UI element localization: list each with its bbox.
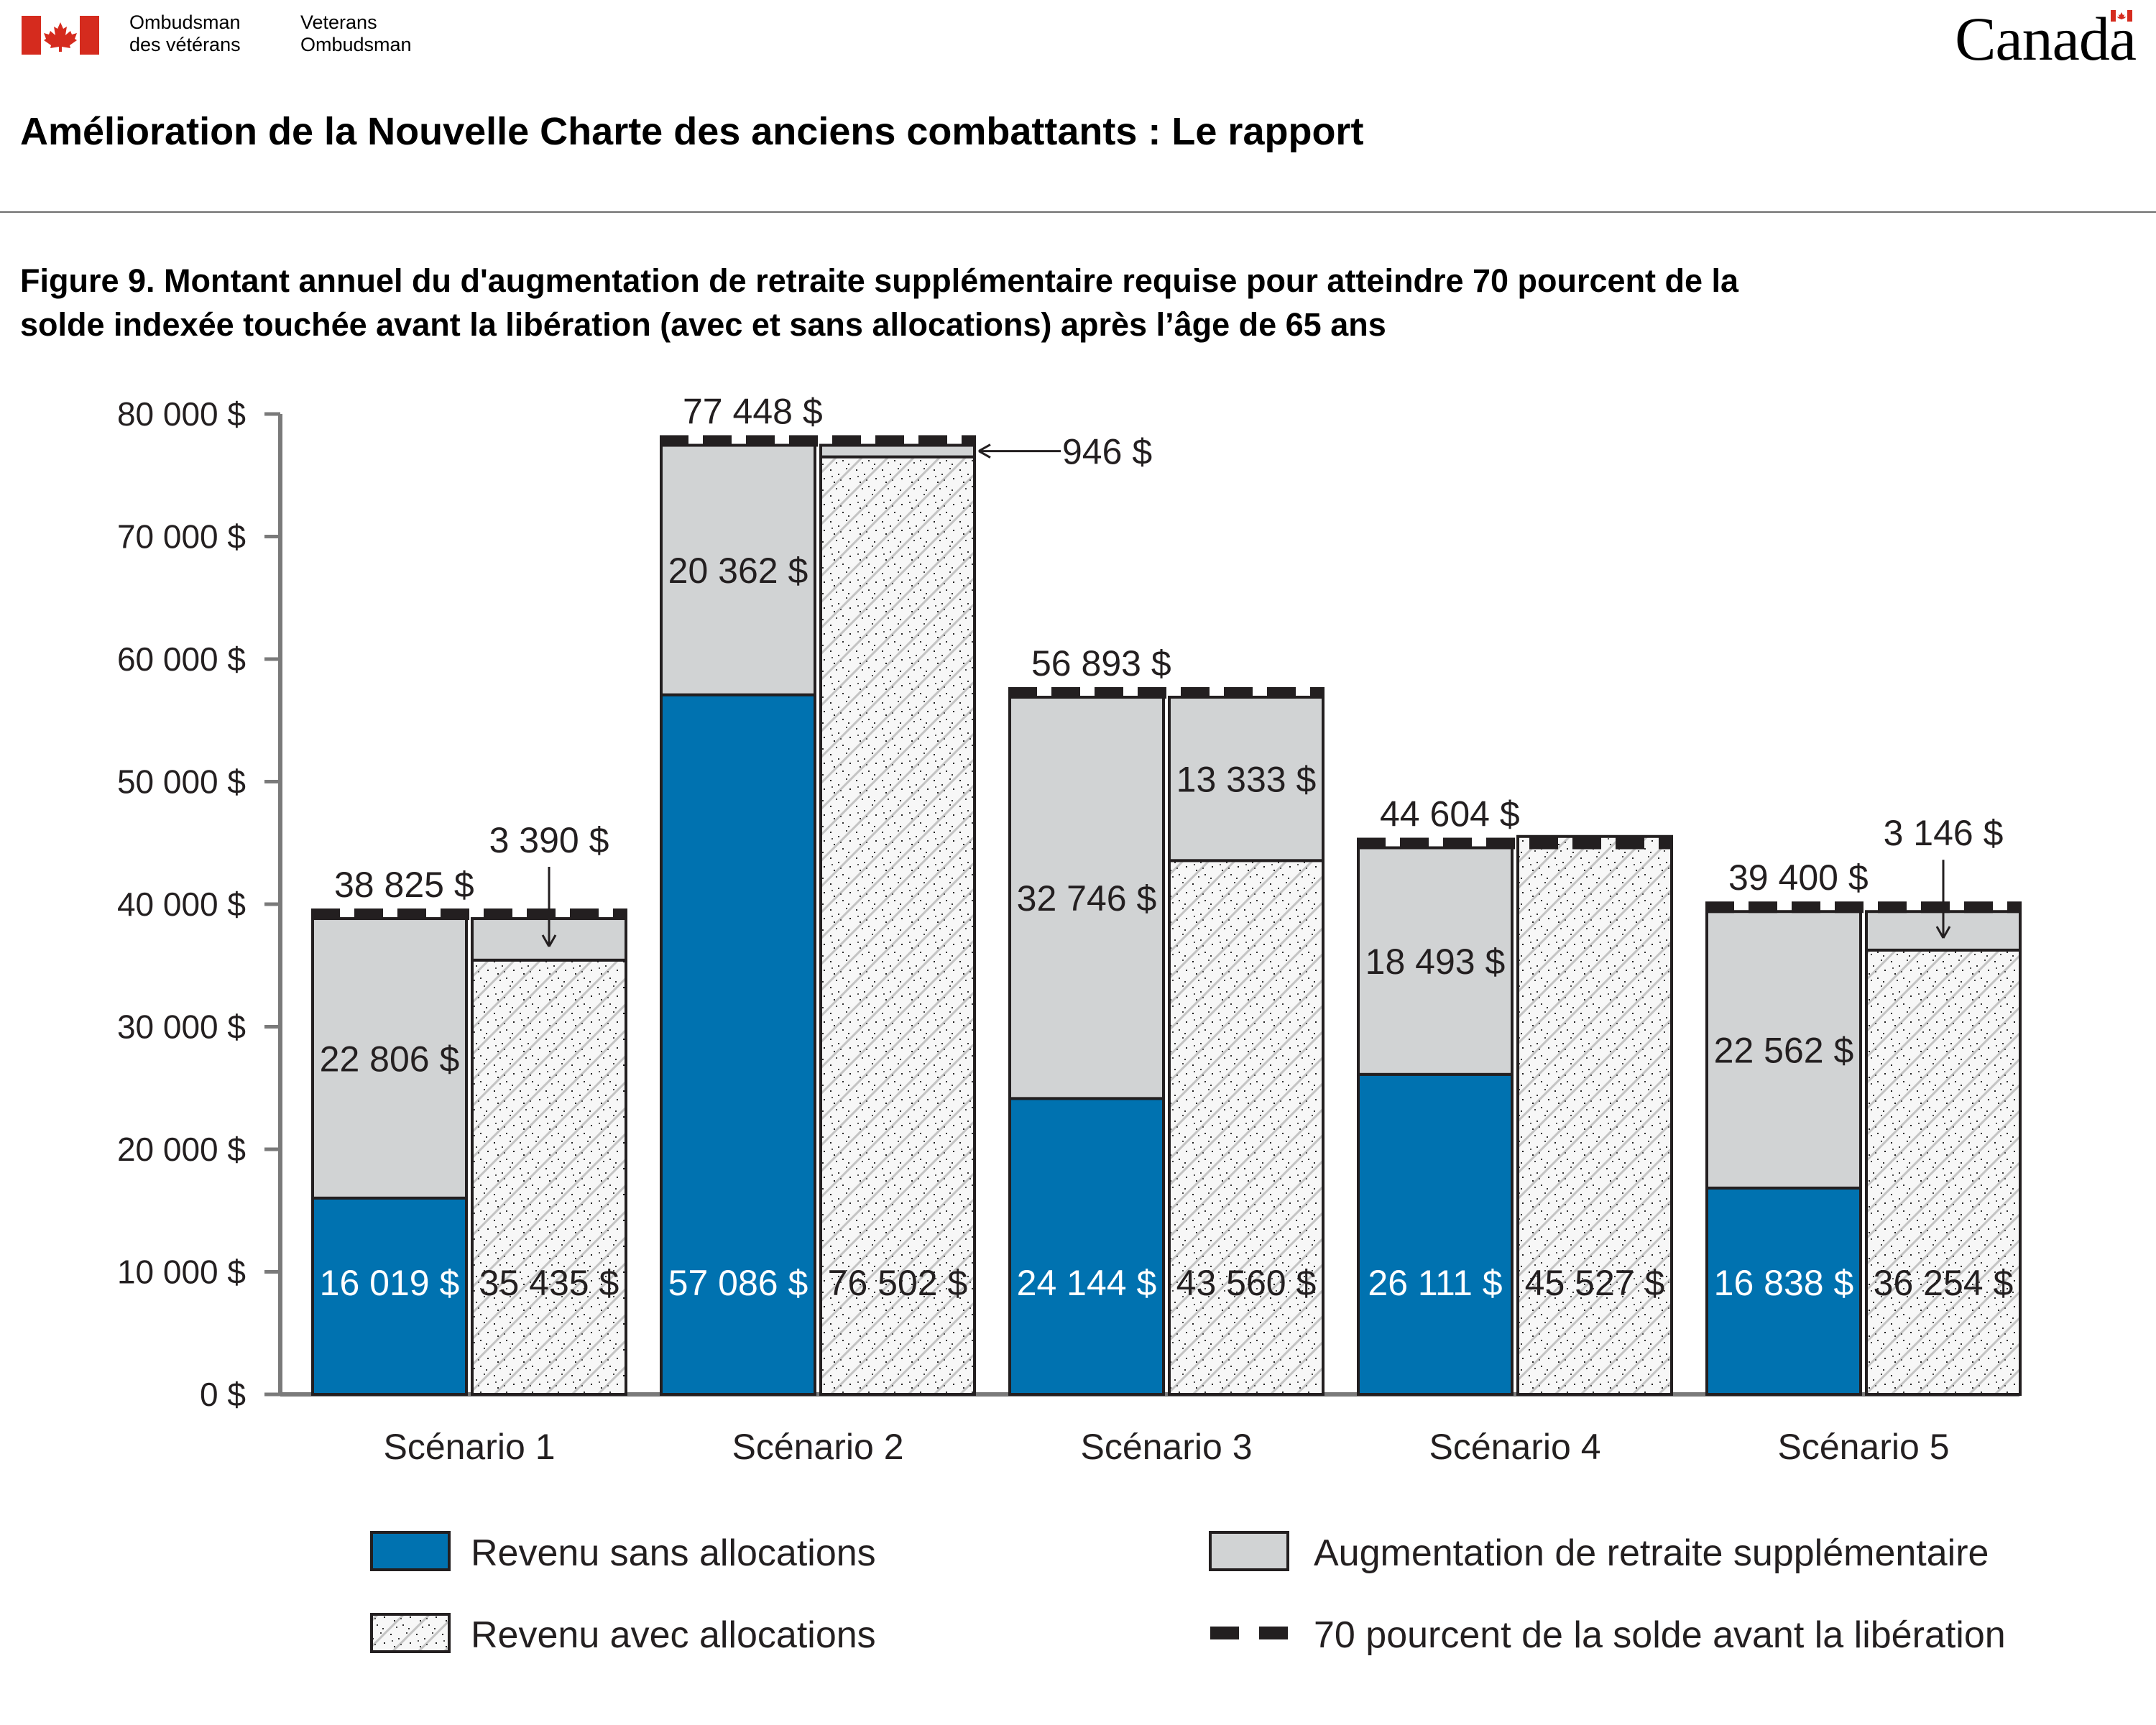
value-label-avec-allocations: 76 502 $ bbox=[828, 1263, 968, 1303]
y-tick-label: 0 $ bbox=[200, 1376, 246, 1413]
value-label-sans-allocations: 16 838 $ bbox=[1714, 1263, 1854, 1303]
x-category-label: Scénario 2 bbox=[732, 1427, 903, 1467]
figure-title-line1: Figure 9. Montant annuel du d'augmentati… bbox=[20, 262, 1739, 299]
legend-label: Augmentation de retraite supplémentaire bbox=[1314, 1532, 1989, 1574]
value-label-avec-allocations: 45 527 $ bbox=[1525, 1263, 1665, 1303]
value-label-avec-allocations: 36 254 $ bbox=[1874, 1263, 2014, 1303]
value-label-augmentation-sans: 18 493 $ bbox=[1365, 942, 1506, 982]
bar-revenu-avec-allocations bbox=[819, 455, 976, 1397]
x-category-label: Scénario 4 bbox=[1429, 1427, 1600, 1467]
value-label-target: 56 893 $ bbox=[1031, 643, 1171, 684]
value-label-target: 38 825 $ bbox=[334, 865, 474, 905]
y-tick-label: 70 000 $ bbox=[117, 518, 246, 556]
org-name-fr: Ombudsman des vétérans bbox=[129, 12, 241, 56]
org-en-line1: Veterans bbox=[300, 12, 377, 33]
y-tick-label: 80 000 $ bbox=[117, 395, 246, 433]
canada-flag-icon bbox=[22, 16, 99, 55]
bar-revenu-avec-allocations bbox=[1168, 859, 1325, 1396]
value-label-target: 39 400 $ bbox=[1728, 857, 1869, 898]
value-label-sans-allocations: 16 019 $ bbox=[320, 1263, 460, 1303]
bar-revenu-avec-allocations bbox=[471, 958, 627, 1396]
value-label-sans-allocations: 24 144 $ bbox=[1017, 1263, 1157, 1303]
value-label-target: 77 448 $ bbox=[683, 392, 823, 432]
legend-swatch-gray bbox=[1209, 1531, 1289, 1571]
y-tick-label: 20 000 $ bbox=[117, 1131, 246, 1168]
value-label-augmentation-sans: 20 362 $ bbox=[668, 551, 808, 591]
value-label-augmentation-sans: 32 746 $ bbox=[1017, 878, 1157, 919]
header-divider bbox=[0, 211, 2156, 213]
value-label-sans-allocations: 57 086 $ bbox=[668, 1263, 808, 1303]
value-label-avec-allocations: 43 560 $ bbox=[1176, 1263, 1317, 1303]
bar-revenu-sans-allocations bbox=[1357, 1072, 1514, 1397]
bar-revenu-sans-allocations bbox=[660, 693, 816, 1396]
value-label-augmentation-sans: 22 562 $ bbox=[1714, 1031, 1854, 1071]
figure-title: Figure 9. Montant annuel du d'augmentati… bbox=[20, 259, 2104, 346]
legend-label: 70 pourcent de la solde avant la libérat… bbox=[1314, 1614, 2006, 1656]
bar-revenu-sans-allocations bbox=[1705, 1186, 1862, 1396]
y-tick-label: 40 000 $ bbox=[117, 886, 246, 923]
report-title: Amélioration de la Nouvelle Charte des a… bbox=[20, 110, 1364, 153]
bar-augmentation-sans-allocations bbox=[1357, 846, 1514, 1076]
bar-revenu-sans-allocations bbox=[311, 1196, 468, 1397]
legend: Revenu sans allocations Augmentation de r… bbox=[370, 1531, 2006, 1656]
y-tick-label: 10 000 $ bbox=[117, 1254, 246, 1291]
y-tick-label: 60 000 $ bbox=[117, 640, 246, 678]
value-label-avec-allocations: 35 435 $ bbox=[479, 1263, 619, 1303]
value-label-augmentation-sans: 22 806 $ bbox=[320, 1039, 460, 1079]
labels-layer: 16 019 $ 35 435 $ 22 806 $ 38 825 $ 3 390 $ S… bbox=[311, 392, 2022, 1467]
value-label-augmentation-avec: 946 $ bbox=[1062, 432, 1152, 472]
bar-augmentation-sans-allocations bbox=[660, 443, 816, 696]
y-tick-label: 50 000 $ bbox=[117, 763, 246, 801]
org-fr-line2: des vétérans bbox=[129, 34, 241, 55]
bar-revenu-avec-allocations bbox=[1865, 948, 2022, 1396]
x-category-label: Scénario 3 bbox=[1080, 1427, 1252, 1467]
x-category-label: Scénario 1 bbox=[383, 1427, 555, 1467]
value-label-sans-allocations: 26 111 $ bbox=[1368, 1263, 1502, 1303]
legend-swatch-blue bbox=[370, 1531, 451, 1571]
callout-arrow-head bbox=[978, 443, 991, 459]
org-name-en: Veterans Ombudsman bbox=[300, 12, 412, 56]
bar-revenu-sans-allocations bbox=[1008, 1097, 1165, 1397]
bar-augmentation-avec-allocations bbox=[1168, 695, 1325, 862]
value-label-target: 44 604 $ bbox=[1380, 794, 1520, 834]
wordmark-flag-icon bbox=[2111, 10, 2132, 22]
bar-augmentation-sans-allocations bbox=[311, 917, 468, 1200]
legend-label: Revenu avec allocations bbox=[471, 1614, 876, 1656]
legend-swatch-speckle bbox=[370, 1613, 451, 1653]
bar-augmentation-sans-allocations bbox=[1008, 696, 1165, 1100]
legend-label: Revenu sans allocations bbox=[471, 1532, 876, 1574]
org-fr-line1: Ombudsman bbox=[129, 12, 241, 33]
callout-arrow-head bbox=[1935, 926, 1951, 939]
x-category-label: Scénario 5 bbox=[1777, 1427, 1949, 1467]
bar-augmentation-sans-allocations bbox=[1705, 910, 1862, 1190]
org-en-line2: Ombudsman bbox=[300, 34, 412, 55]
callout-arrow-head bbox=[541, 934, 557, 947]
bar-augmentation-avec-allocations bbox=[819, 443, 976, 459]
value-label-augmentation-avec: 13 333 $ bbox=[1176, 760, 1317, 800]
bar-revenu-avec-allocations bbox=[1516, 834, 1673, 1396]
value-label-augmentation-avec: 3 146 $ bbox=[1884, 813, 2004, 853]
y-tick-label: 30 000 $ bbox=[117, 1008, 246, 1046]
canada-wordmark: Canada bbox=[1955, 4, 2137, 73]
bars-layer bbox=[311, 443, 2022, 1397]
value-label-augmentation-avec: 3 390 $ bbox=[489, 820, 609, 860]
figure-title-line2: solde indexée touchée avant la libératio… bbox=[20, 306, 1386, 343]
